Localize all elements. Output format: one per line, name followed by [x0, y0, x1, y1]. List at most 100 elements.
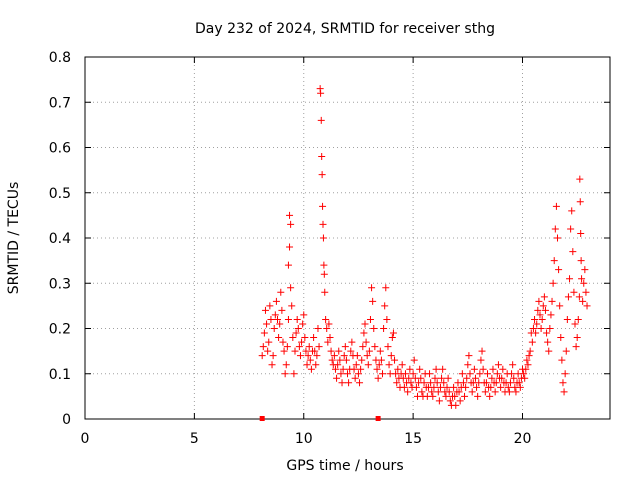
data-point [314, 325, 322, 332]
y-tick-label: 0.8 [49, 50, 71, 66]
data-point [560, 388, 568, 396]
data-point [369, 297, 377, 305]
data-point [365, 347, 373, 355]
data-point [348, 338, 356, 346]
data-point [351, 374, 359, 382]
data-point [282, 361, 290, 369]
data-point [341, 343, 349, 351]
data-point [554, 234, 561, 242]
data-point [319, 202, 327, 210]
y-tick-label: 0.5 [49, 186, 71, 202]
x-tick-label: 5 [190, 431, 199, 447]
chart-title: Day 232 of 2024, SRMTID for receiver sth… [195, 21, 495, 37]
data-point [512, 388, 520, 396]
data-point [580, 279, 588, 287]
data-point [558, 356, 566, 364]
y-tick-label: 0.7 [49, 95, 71, 111]
data-point [471, 374, 479, 382]
data-point [452, 401, 460, 409]
data-point [432, 365, 440, 373]
y-tick-label: 0 [62, 412, 71, 428]
y-tick-label: 0.1 [49, 367, 71, 383]
data-point [529, 325, 537, 332]
data-point [312, 361, 320, 369]
data-point [535, 297, 543, 305]
data-point [375, 361, 383, 369]
data-point [506, 379, 514, 387]
data-point [532, 329, 540, 337]
data-point [292, 329, 300, 337]
data-point [333, 374, 341, 382]
data-point [374, 374, 382, 382]
data-point [305, 343, 313, 351]
data-point [547, 311, 555, 319]
data-point [354, 370, 362, 378]
data-point [289, 334, 297, 342]
data-point [319, 234, 327, 242]
data-point [443, 383, 451, 391]
data-point [464, 361, 472, 369]
data-point [537, 325, 545, 332]
data-point [433, 379, 441, 387]
data-point [528, 338, 536, 346]
data-point [345, 379, 353, 387]
x-tick-labels: 0 5 10 15 20 [81, 431, 532, 447]
data-point [272, 297, 280, 305]
data-point [324, 338, 332, 346]
data-point [412, 383, 420, 391]
data-point [440, 379, 448, 387]
data-point [504, 383, 512, 391]
data-point [366, 315, 374, 323]
data-point [555, 266, 563, 274]
data-point [398, 361, 406, 369]
data-point [549, 279, 557, 287]
data-point [526, 347, 534, 355]
data-point [389, 329, 397, 337]
data-point [420, 379, 428, 387]
data-point [271, 311, 279, 319]
data-point [269, 352, 277, 360]
data-point [306, 356, 314, 364]
data-point [579, 297, 587, 305]
data-point [499, 365, 507, 373]
data-point [313, 352, 321, 360]
data-point [393, 379, 401, 387]
data-point [418, 388, 426, 396]
data-point [268, 361, 276, 369]
data-point [311, 347, 319, 355]
data-point [581, 266, 589, 274]
data-point [281, 370, 289, 378]
data-point [359, 343, 367, 351]
data-point [283, 343, 291, 351]
data-point [410, 356, 418, 364]
data-point [340, 352, 348, 360]
data-point [435, 397, 443, 405]
data-point [356, 379, 364, 387]
data-point [295, 343, 303, 351]
data-point [466, 370, 474, 378]
data-point [556, 302, 564, 310]
data-point [552, 202, 560, 210]
data-point [296, 352, 304, 360]
data-point [276, 320, 284, 328]
y-tick-label: 0.2 [49, 322, 71, 338]
data-point [557, 334, 565, 342]
data-point [570, 288, 578, 296]
data-point [458, 370, 466, 378]
data-point [291, 347, 299, 355]
data-point [307, 365, 315, 373]
x-tick-label: 15 [404, 431, 422, 447]
data-point [548, 297, 556, 305]
gap-marker [375, 416, 381, 421]
data-point [357, 365, 365, 373]
data-point [484, 370, 491, 378]
data-point [444, 374, 452, 382]
data-point [493, 370, 501, 378]
data-point [462, 383, 470, 391]
y-tick-label: 0.3 [49, 276, 71, 292]
data-point [258, 352, 266, 360]
data-point [284, 315, 292, 323]
data-point [551, 225, 559, 233]
data-point [428, 388, 436, 396]
y-tick-label: 0.6 [49, 141, 71, 157]
